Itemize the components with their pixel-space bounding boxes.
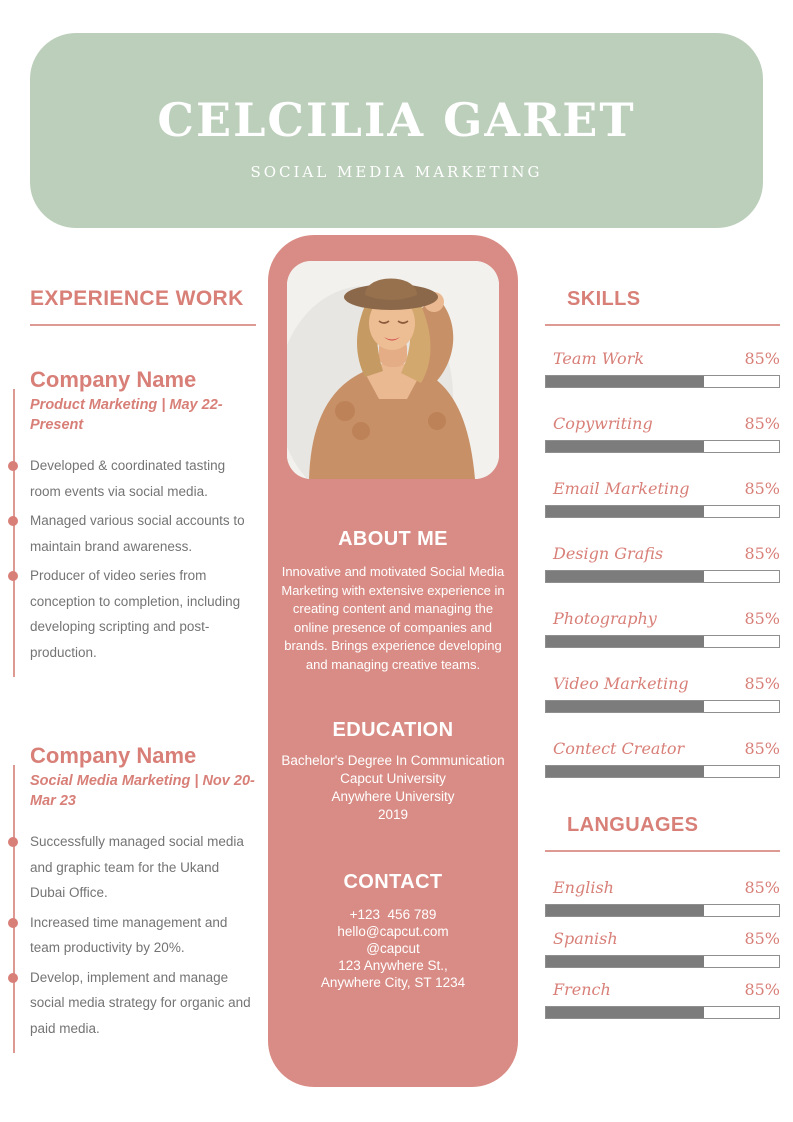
skill-progress-fill [546,766,705,777]
skill-item: Team Work 85% [545,349,780,388]
skill-progress-fill [546,636,705,647]
job-bullet: Producer of video series from conception… [8,563,256,665]
skills-section: SKILLS Team Work 85% Copywriting [545,287,780,1031]
job-meta: Product Marketing | May 22-Present [30,397,223,433]
language-progress-fill [546,956,705,967]
skill-item: Video Marketing 85% [545,674,780,713]
job-bullet-list: Successfully managed social media and gr… [8,829,256,1042]
languages-section: LANGUAGES English 85% [545,813,780,1019]
skill-percent: 85% [744,674,780,693]
skill-percent: 85% [744,479,780,498]
skill-label: Copywriting [553,414,653,433]
contact-heading: CONTACT [343,871,443,893]
skill-progress-fill [546,701,705,712]
job-bullet-list: Developed & coordinated tasting room eve… [8,453,256,665]
about-text: Innovative and motivated Social Media Ma… [281,564,505,672]
education-line: 2019 [377,807,409,822]
language-label: French [553,980,611,999]
section-divider [545,324,780,326]
language-progress-fill [546,1007,705,1018]
skill-label: Contect Creator [553,739,685,758]
skill-progress-fill [546,376,705,387]
skill-percent: 85% [744,739,780,758]
profile-panel: ABOUT ME Innovative and motivated Social… [268,235,518,1087]
job-entry-2: Company Name Social Media Marketing | No… [8,743,256,1053]
language-progress-bar [545,955,780,968]
skill-label: Photography [553,609,657,628]
education-lines: Bachelor's Degree In Communication Capcu… [268,752,518,824]
job-bullet: Developed & coordinated tasting room eve… [8,453,256,504]
skill-item: Design Grafis 85% [545,544,780,583]
language-progress-bar [545,1006,780,1019]
language-percent: 85% [744,929,780,948]
contact-line: 123 Anywhere St., [338,958,448,973]
contact-line: +123 456 789 [349,907,437,922]
contact-line: hello@capcut.com [337,924,449,939]
section-divider [30,324,256,326]
language-item: Spanish 85% [545,929,780,968]
skill-label: Email Marketing [553,479,690,498]
company-name: Company Name [30,743,197,768]
education-line: Capcut University [340,771,446,786]
language-percent: 85% [744,878,780,897]
profile-photo [287,261,499,479]
language-item: English 85% [545,878,780,917]
skill-progress-bar [545,635,780,648]
skill-item: Email Marketing 85% [545,479,780,518]
about-heading: ABOUT ME [338,528,448,550]
skill-percent: 85% [744,609,780,628]
language-progress-bar [545,904,780,917]
education-line: Anywhere University [331,789,455,804]
language-percent: 85% [744,980,780,999]
skill-label: Video Marketing [553,674,689,693]
job-meta: Social Media Marketing | Nov 20-Mar 23 [30,773,255,809]
skill-label: Team Work [553,349,645,368]
skill-progress-bar [545,505,780,518]
person-title: SOCIAL MEDIA MARKETING [250,162,543,181]
skill-percent: 85% [744,544,780,563]
language-label: English [553,878,614,897]
experience-section: EXPERIENCE WORK Company Name Product Mar… [8,287,256,1053]
education-heading: EDUCATION [332,719,454,741]
contact-line: Anywhere City, ST 1234 [320,975,466,990]
skill-progress-bar [545,440,780,453]
job-bullet: Successfully managed social media and gr… [8,829,256,906]
skill-percent: 85% [744,349,780,368]
skill-label: Design Grafis [553,544,664,563]
header-banner: CELCILIA GARET SOCIAL MEDIA MARKETING [30,33,763,228]
education-line: Bachelor's Degree In Communication [281,753,505,768]
skills-heading: SKILLS [567,288,641,310]
job-bullet: Increased time management and team produ… [8,910,256,961]
skill-progress-bar [545,700,780,713]
section-divider [545,850,780,852]
skill-progress-fill [546,506,705,517]
skill-percent: 85% [744,414,780,433]
experience-heading: EXPERIENCE WORK [30,287,244,310]
language-progress-fill [546,905,705,916]
job-bullet: Managed various social accounts to maint… [8,508,256,559]
skill-progress-bar [545,375,780,388]
portrait-illustration [287,261,499,479]
skill-progress-fill [546,441,705,452]
company-name: Company Name [30,367,197,392]
job-entry-1: Company Name Product Marketing | May 22-… [8,367,256,677]
contact-line: @capcut [366,941,420,956]
skill-progress-fill [546,571,705,582]
skill-item: Photography 85% [545,609,780,648]
languages-list: English 85% Spanish 85% [545,878,780,1019]
job-bullet: Develop, implement and manage social med… [8,965,256,1042]
skill-item: Copywriting 85% [545,414,780,453]
language-label: Spanish [553,929,618,948]
skill-progress-bar [545,570,780,583]
person-name: CELCILIA GARET [157,93,636,147]
skills-list: Team Work 85% Copywriting 85% [545,349,780,778]
languages-heading: LANGUAGES [567,814,699,836]
skill-progress-bar [545,765,780,778]
contact-lines: +123 456 789 hello@capcut.com @capcut 12… [268,906,518,991]
language-item: French 85% [545,980,780,1019]
skill-item: Contect Creator 85% [545,739,780,778]
